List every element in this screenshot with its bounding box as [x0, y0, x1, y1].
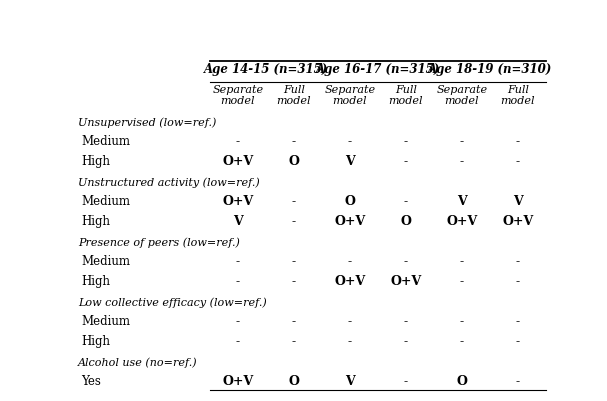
Text: Age 14-15 (n=315): Age 14-15 (n=315) — [204, 63, 328, 76]
Text: -: - — [459, 315, 464, 328]
Text: -: - — [292, 334, 296, 347]
Text: -: - — [459, 135, 464, 148]
Text: Alcohol use (no=ref.): Alcohol use (no=ref.) — [78, 356, 198, 367]
Text: Separate
model: Separate model — [436, 85, 487, 106]
Text: V: V — [233, 214, 243, 227]
Text: Age 16-17 (n=315): Age 16-17 (n=315) — [316, 63, 440, 76]
Text: -: - — [292, 315, 296, 328]
Text: -: - — [348, 315, 352, 328]
Text: Unstructured activity (low=ref.): Unstructured activity (low=ref.) — [78, 177, 260, 187]
Text: V: V — [345, 154, 354, 167]
Text: -: - — [459, 334, 464, 347]
Text: -: - — [516, 135, 520, 148]
Text: -: - — [516, 375, 520, 387]
Text: O+V: O+V — [334, 214, 365, 227]
Text: Unsupervised (low=ref.): Unsupervised (low=ref.) — [78, 117, 217, 128]
Text: -: - — [459, 274, 464, 287]
Text: -: - — [459, 255, 464, 267]
Text: Medium: Medium — [81, 255, 131, 267]
Text: Full
model: Full model — [277, 85, 311, 106]
Text: -: - — [404, 375, 408, 387]
Text: -: - — [516, 315, 520, 328]
Text: -: - — [236, 255, 240, 267]
Text: -: - — [236, 315, 240, 328]
Text: Medium: Medium — [81, 315, 131, 328]
Text: Medium: Medium — [81, 135, 131, 148]
Text: -: - — [292, 255, 296, 267]
Text: -: - — [348, 334, 352, 347]
Text: -: - — [516, 255, 520, 267]
Text: High: High — [81, 214, 110, 227]
Text: O+V: O+V — [222, 154, 254, 167]
Text: Age 18-19 (n=310): Age 18-19 (n=310) — [428, 63, 552, 76]
Text: -: - — [404, 334, 408, 347]
Text: O: O — [401, 214, 412, 227]
Text: Full
model: Full model — [501, 85, 535, 106]
Text: -: - — [236, 274, 240, 287]
Text: V: V — [457, 195, 467, 208]
Text: -: - — [236, 135, 240, 148]
Text: -: - — [292, 274, 296, 287]
Text: V: V — [513, 195, 523, 208]
Text: O+V: O+V — [334, 274, 365, 287]
Text: -: - — [459, 154, 464, 167]
Text: Low collective efficacy (low=ref.): Low collective efficacy (low=ref.) — [78, 297, 267, 307]
Text: -: - — [404, 135, 408, 148]
Text: Separate
model: Separate model — [324, 85, 376, 106]
Text: O+V: O+V — [446, 214, 478, 227]
Text: -: - — [348, 255, 352, 267]
Text: -: - — [404, 195, 408, 208]
Text: High: High — [81, 154, 110, 167]
Text: O+V: O+V — [390, 274, 421, 287]
Text: -: - — [516, 274, 520, 287]
Text: -: - — [292, 195, 296, 208]
Text: O: O — [344, 195, 355, 208]
Text: V: V — [345, 375, 354, 387]
Text: Yes: Yes — [81, 375, 101, 387]
Text: Medium: Medium — [81, 195, 131, 208]
Text: Presence of peers (low=ref.): Presence of peers (low=ref.) — [78, 237, 240, 247]
Text: O: O — [456, 375, 467, 387]
Text: Separate
model: Separate model — [212, 85, 263, 106]
Text: O: O — [288, 154, 299, 167]
Text: O+V: O+V — [222, 375, 254, 387]
Text: O+V: O+V — [502, 214, 534, 227]
Text: High: High — [81, 274, 110, 287]
Text: O+V: O+V — [222, 195, 254, 208]
Text: -: - — [404, 315, 408, 328]
Text: -: - — [404, 255, 408, 267]
Text: -: - — [404, 154, 408, 167]
Text: -: - — [516, 334, 520, 347]
Text: -: - — [516, 154, 520, 167]
Text: -: - — [292, 214, 296, 227]
Text: -: - — [236, 334, 240, 347]
Text: -: - — [292, 135, 296, 148]
Text: O: O — [288, 375, 299, 387]
Text: Full
model: Full model — [388, 85, 423, 106]
Text: High: High — [81, 334, 110, 347]
Text: -: - — [348, 135, 352, 148]
